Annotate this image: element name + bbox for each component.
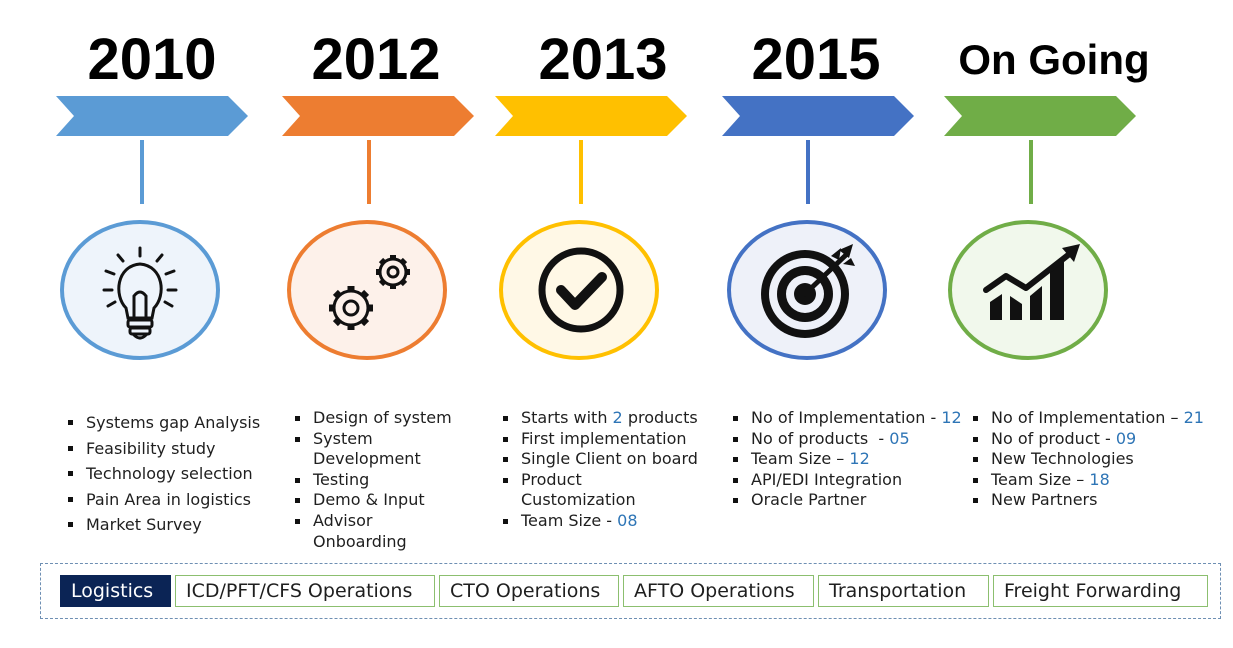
list-item: Team Size - 08 [503, 511, 723, 532]
chevron-arrow-2013 [495, 96, 687, 136]
checkmark-icon [538, 247, 624, 333]
chevron-arrow-2012 [282, 96, 474, 136]
list-item: No of products - 05 [733, 429, 973, 450]
module-cto[interactable]: CTO Operations [439, 575, 619, 607]
connector-ongoing [1029, 140, 1033, 204]
year-2015: 2015 [751, 27, 881, 92]
milestone-circle-2015 [727, 220, 887, 360]
connector-2013 [579, 140, 583, 204]
year-2010: 2010 [87, 27, 217, 92]
list-item: Advisor Onboarding [295, 511, 433, 552]
bullets-2010: Systems gap Analysis Feasibility study T… [68, 410, 278, 538]
year-ongoing: On Going [958, 36, 1150, 83]
connector-2015 [806, 140, 810, 204]
chevron-arrow-ongoing [944, 96, 1136, 136]
list-item: Technology selection [68, 461, 278, 487]
chevron-arrow-2010 [56, 96, 248, 136]
target-icon [761, 244, 855, 338]
list-item: System Development [295, 429, 433, 470]
chevron-arrow-2015 [722, 96, 914, 136]
list-item: No of Implementation – 21 [973, 408, 1218, 429]
module-icd-pft-cfs[interactable]: ICD/PFT/CFS Operations [175, 575, 435, 607]
list-item: No of product - 09 [973, 429, 1218, 450]
list-item: Product Customization [503, 470, 651, 511]
list-item: Team Size – 12 [733, 449, 973, 470]
milestone-circle-ongoing [948, 220, 1108, 360]
module-freight-forwarding[interactable]: Freight Forwarding [993, 575, 1208, 607]
gears-icon [329, 255, 410, 330]
milestone-circle-2010 [60, 220, 220, 360]
list-item: Testing [295, 470, 475, 491]
bullets-ongoing: No of Implementation – 21 No of product … [973, 408, 1218, 511]
list-item: No of Implementation - 12 [733, 408, 973, 429]
bullets-2015: No of Implementation - 12 No of products… [733, 408, 973, 511]
year-2013: 2013 [538, 27, 668, 92]
list-item: Oracle Partner [733, 490, 973, 511]
list-item: Feasibility study [68, 436, 278, 462]
bullets-2012: Design of system System Development Test… [295, 408, 475, 552]
module-logistics[interactable]: Logistics [60, 575, 171, 607]
list-item: Design of system [295, 408, 475, 429]
module-afto[interactable]: AFTO Operations [623, 575, 814, 607]
list-item: First implementation [503, 429, 723, 450]
list-item: Market Survey [68, 512, 278, 538]
list-item: Demo & Input [295, 490, 475, 511]
milestone-circle-2013 [499, 220, 659, 360]
list-item: Team Size – 18 [973, 470, 1218, 491]
list-item: Systems gap Analysis [68, 410, 278, 436]
list-item: New Partners [973, 490, 1218, 511]
bullets-2013: Starts with 2 products First implementat… [503, 408, 723, 532]
list-item: New Technologies [973, 449, 1218, 470]
connector-2010 [140, 140, 144, 204]
connector-2012 [367, 140, 371, 204]
milestone-circle-2012 [287, 220, 447, 360]
year-2012: 2012 [311, 27, 441, 92]
module-transportation[interactable]: Transportation [818, 575, 989, 607]
modules-bar [40, 563, 1221, 619]
list-item: Single Client on board [503, 449, 723, 470]
growth-chart-icon [983, 244, 1080, 320]
list-item: Pain Area in logistics [68, 487, 278, 513]
list-item: Starts with 2 products [503, 408, 723, 429]
list-item: API/EDI Integration [733, 470, 973, 491]
lightbulb-icon [102, 246, 178, 340]
